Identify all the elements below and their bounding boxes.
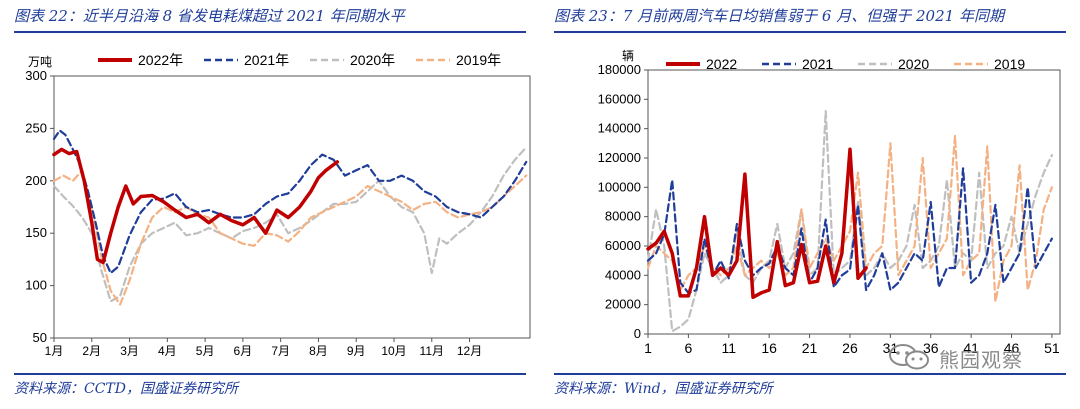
- y-tick-label: 80000: [605, 209, 641, 224]
- x-tick-label: 2月: [82, 344, 101, 358]
- series-line-2021: [52, 129, 528, 275]
- x-tick-label: 1: [644, 340, 652, 356]
- x-tick-label: 41: [963, 340, 979, 356]
- x-tick-label: 12月: [457, 344, 482, 358]
- x-tick-label: 7月: [271, 344, 290, 358]
- x-tick-label: 3月: [120, 344, 139, 358]
- y-tick-label: 60000: [605, 238, 641, 253]
- legend-label-2019: 2019年: [456, 52, 501, 68]
- x-tick-label: 31: [883, 340, 899, 356]
- x-tick-label: 8月: [309, 344, 328, 358]
- legend-label-2022: 2022: [706, 56, 737, 72]
- x-tick-label: 51: [1044, 340, 1060, 356]
- plot-frame: [53, 75, 531, 339]
- right-source-note: 资料来源：Wind，国盛证券研究所: [554, 381, 773, 397]
- legend-label-2022: 2022年: [138, 52, 183, 68]
- x-tick-label: 11: [722, 340, 737, 356]
- series-line-2022: [52, 147, 340, 265]
- y-tick-label: 140000: [598, 121, 641, 136]
- y-tick-label: 100000: [598, 179, 641, 194]
- x-tick-label: 21: [802, 340, 818, 356]
- y-tick-label: 250: [25, 120, 47, 135]
- right-chart-title: 图表 23：7 月前两周汽车日均销售弱于 6 月、但强于 2021 年同期: [554, 7, 1004, 25]
- plot-frame: [647, 69, 1061, 335]
- x-tick-label: 36: [923, 340, 939, 356]
- right-source-rule: [554, 373, 1066, 375]
- series-line-2020: [52, 146, 528, 303]
- y-tick-label: 20000: [605, 297, 641, 312]
- y-tick-label: 0: [634, 326, 641, 341]
- left-chart-title: 图表 22：近半月沿海 8 省发电耗煤超过 2021 年同期水平: [14, 7, 405, 25]
- series-line-2021: [646, 167, 1053, 294]
- y-axis-label: 万吨: [28, 55, 52, 69]
- x-tick-label: 4月: [158, 344, 177, 358]
- right-chart: 辆 0 20000 40000 60000 80000 100000 120000 140000…: [598, 49, 1061, 356]
- series-line-2019: [52, 169, 528, 306]
- legend-label-2021: 2021: [802, 56, 833, 72]
- left-chart: 万吨 50 100 150 200 250 300 1月 2月 3月 4月 5月 6月 7月 8月 9月 10月…: [25, 52, 531, 358]
- x-tick-label: 26: [842, 340, 858, 356]
- y-tick-label: 40000: [605, 267, 641, 282]
- y-tick-label: 300: [25, 68, 47, 83]
- x-tick-label: 6月: [234, 344, 253, 358]
- x-tick-label: 10月: [381, 344, 406, 358]
- x-tick-label: 16: [761, 340, 777, 356]
- left-panel: 图表 22：近半月沿海 8 省发电耗煤超过 2021 年同期水平 万吨 50 100…: [14, 7, 531, 397]
- left-source-note: 资料来源：CCTD，国盛证券研究所: [14, 381, 238, 397]
- x-tick-label: 6: [684, 340, 692, 356]
- y-tick-label: 200: [25, 173, 47, 188]
- right-panel: 图表 23：7 月前两周汽车日均销售弱于 6 月、但强于 2021 年同期 辆 0…: [540, 0, 1080, 409]
- legend-label-2019: 2019: [994, 56, 1025, 72]
- legend-label-2020: 2020: [898, 56, 929, 72]
- wechat-logo-icon: [889, 344, 929, 370]
- y-axis-label: 辆: [622, 49, 634, 63]
- x-tick-label: 1月: [45, 344, 64, 358]
- left-source-rule: [14, 373, 526, 375]
- x-tick-label: 46: [1004, 340, 1020, 356]
- left-title-rule: [14, 31, 526, 33]
- y-tick-label: 50: [33, 330, 47, 345]
- legend-label-2020: 2020年: [350, 52, 395, 68]
- y-tick-label: 100: [25, 278, 47, 293]
- x-tick-label: 5月: [196, 344, 215, 358]
- y-tick-label: 160000: [598, 91, 641, 106]
- legend-label-2021: 2021年: [244, 52, 289, 68]
- watermark-text: 熊园观察: [939, 348, 1023, 372]
- y-tick-label: 150: [25, 225, 47, 240]
- x-tick-label: 11月: [420, 344, 444, 358]
- x-tick-label: 9月: [347, 344, 366, 358]
- y-tick-label: 120000: [598, 150, 641, 165]
- y-tick-label: 180000: [598, 62, 641, 77]
- right-title-rule: [554, 31, 1066, 33]
- series-line-2022: [646, 147, 868, 300]
- watermark: 熊园观察: [884, 341, 1070, 372]
- series-line-2019: [646, 134, 1053, 303]
